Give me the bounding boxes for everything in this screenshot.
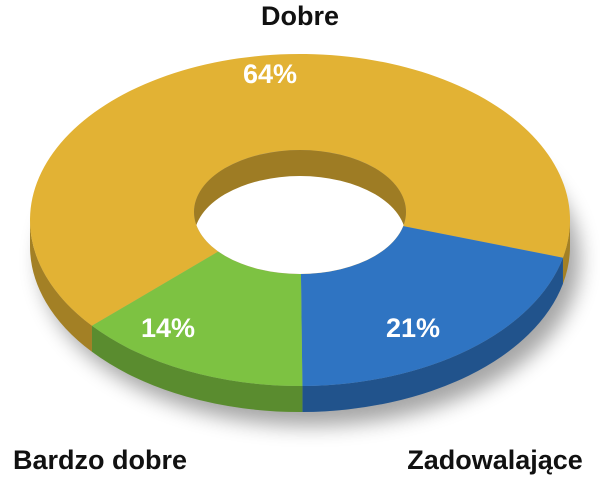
donut-segment — [30, 53, 571, 326]
category-label: Bardzo dobre — [13, 445, 187, 475]
donut-side — [302, 257, 563, 412]
donut-segment — [300, 226, 563, 386]
category-label: Dobre — [261, 1, 339, 31]
side-shade — [30, 220, 92, 352]
value-label: 21% — [386, 313, 440, 343]
donut-side — [562, 220, 570, 284]
donut-side — [30, 220, 92, 352]
side-shade — [302, 257, 563, 412]
donut-side — [91, 325, 303, 412]
side-shade — [562, 220, 570, 284]
value-label: 14% — [141, 313, 195, 343]
value-label: 64% — [243, 59, 297, 89]
category-label: Zadowalające — [407, 445, 583, 475]
side-shade — [91, 325, 303, 412]
donut-segment — [91, 251, 303, 386]
